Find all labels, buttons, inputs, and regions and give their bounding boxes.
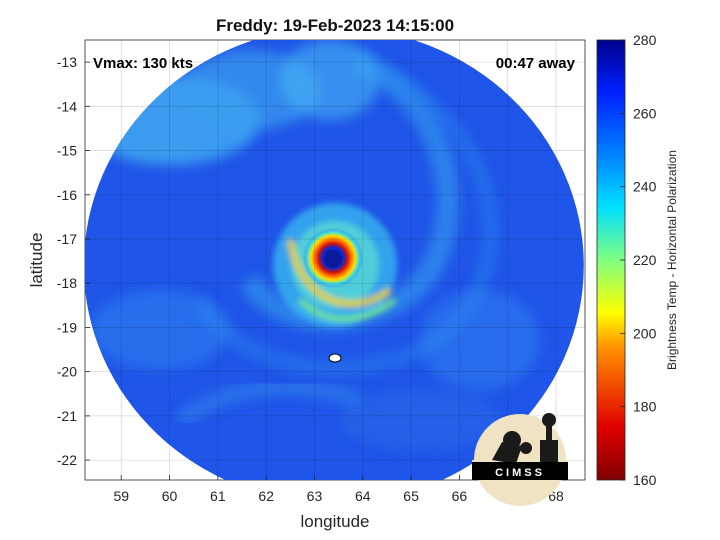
- y-axis-ticks: -13 -14 -15 -16 -17 -18 -19 -20 -21 -22: [57, 54, 90, 468]
- y-tick-label: -22: [57, 452, 77, 468]
- x-tick-label: 63: [307, 488, 323, 504]
- x-tick-label: 61: [210, 488, 226, 504]
- y-tick-label: -14: [57, 98, 77, 114]
- y-axis-label: latitude: [27, 233, 46, 288]
- y-tick-label: -17: [57, 231, 77, 247]
- colorbar-label: Brightness Temp - Horizontal Polarizatio…: [665, 150, 679, 370]
- colorbar-tick-label: 160: [633, 472, 657, 488]
- cimss-logo-text: CIMSS: [495, 467, 545, 479]
- colorbar-tick-label: 260: [633, 105, 657, 121]
- colorbar-tick-label: 180: [633, 399, 657, 415]
- brightness-temperature-field: [85, 40, 584, 480]
- eye: [324, 250, 342, 268]
- y-tick-label: -15: [57, 143, 77, 159]
- x-tick-label: 60: [162, 488, 178, 504]
- gridlines: [85, 40, 585, 480]
- x-tick-label: 65: [403, 488, 419, 504]
- vmax-annotation: Vmax: 130 kts: [93, 55, 193, 72]
- y-tick-label: -20: [57, 364, 77, 380]
- y-tick-label: -13: [57, 54, 77, 70]
- y-tick-label: -19: [57, 319, 77, 335]
- cimss-logo: CIMSS: [472, 413, 568, 506]
- y-tick-label: -16: [57, 187, 77, 203]
- x-axis-label: longitude: [300, 512, 369, 531]
- colorbar-tick-label: 240: [633, 179, 657, 195]
- colorbar-tick-label: 220: [633, 252, 657, 268]
- x-tick-label: 64: [355, 488, 371, 504]
- x-tick-label: 62: [258, 488, 274, 504]
- chart-title: Freddy: 19-Feb-2023 14:15:00: [216, 16, 454, 35]
- x-tick-label: 66: [452, 488, 468, 504]
- time-away-annotation: 00:47 away: [496, 55, 576, 72]
- y-tick-label: -18: [57, 275, 77, 291]
- colorbar-ticks: 160 180 200 220 240 260 280: [620, 32, 657, 488]
- colorbar-tick-label: 200: [633, 325, 657, 341]
- colorbar-tick-label: 280: [633, 32, 657, 48]
- y-tick-label: -21: [57, 408, 77, 424]
- x-tick-label: 59: [113, 488, 129, 504]
